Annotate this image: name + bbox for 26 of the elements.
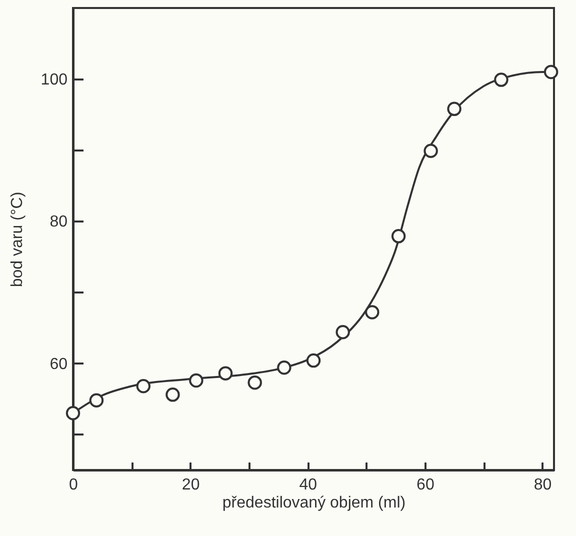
- y-tick-label: 100: [40, 72, 68, 89]
- point: [66, 406, 80, 420]
- point: [166, 388, 180, 402]
- point: [248, 375, 262, 390]
- x-axis-title: předestilovaný objem (ml): [222, 494, 406, 512]
- point: [365, 305, 380, 320]
- x-tick-label: 60: [416, 476, 434, 494]
- point: [336, 325, 350, 340]
- point: [189, 373, 204, 388]
- point: [424, 144, 438, 158]
- point: [494, 72, 508, 87]
- y-tick-label: 80: [50, 214, 68, 231]
- x-tick-label: 40: [299, 476, 318, 494]
- point: [391, 229, 406, 244]
- point: [218, 366, 233, 380]
- y-tick-label: 60: [50, 356, 68, 373]
- point: [136, 379, 151, 394]
- point: [306, 353, 321, 368]
- point: [277, 360, 292, 375]
- point: [447, 102, 462, 116]
- point: [544, 64, 558, 80]
- point: [89, 393, 104, 408]
- x-tick-label: 80: [534, 476, 552, 494]
- x-tick-label: 20: [182, 476, 200, 494]
- x-tick-label: 0: [69, 476, 78, 494]
- y-axis-title: bod varu (°C): [8, 192, 26, 288]
